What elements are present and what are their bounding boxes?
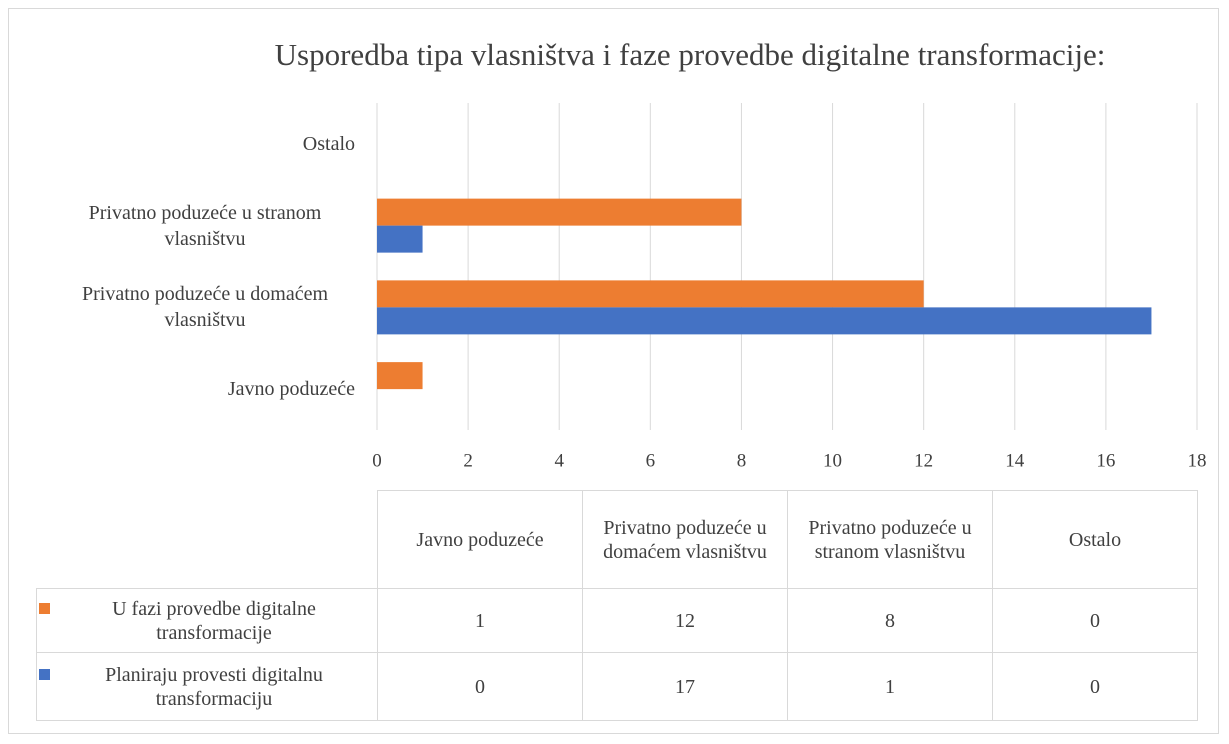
table-cell: 1: [377, 588, 583, 653]
bar: [377, 198, 742, 226]
bar: [377, 280, 924, 308]
table-value: 17: [675, 675, 695, 698]
x-tick-label: 12: [914, 450, 933, 471]
table-value: 0: [475, 675, 485, 698]
x-tick-label: 8: [737, 450, 747, 471]
y-tick-label: Privatno poduzeće u domaćem vlasništvu: [20, 267, 355, 349]
table-cell: 12: [582, 588, 788, 653]
x-tick-label: 10: [823, 450, 842, 471]
y-tick-text: Privatno poduzeće u domaćem vlasništvu: [81, 283, 329, 332]
table-value: 0: [1090, 675, 1100, 698]
table-header-cell: Privatno poduzeće u domaćem vlasništvu: [582, 490, 788, 589]
legend-label: U fazi provedbe digitalne transformacije: [112, 597, 316, 644]
table-value: 12: [675, 609, 695, 632]
table-header-cell: Ostalo: [992, 490, 1198, 589]
table-cell: 0: [992, 652, 1198, 721]
legend-key: [39, 602, 50, 614]
table-value: 1: [475, 609, 485, 632]
table-header-text: Javno poduzeće: [416, 528, 544, 551]
legend-key: [39, 668, 50, 680]
table-header-cell: Javno poduzeće: [377, 490, 583, 589]
table-legend-cell: Planiraju provesti digitalnu transformac…: [36, 652, 378, 721]
table-header-text: Ostalo: [1068, 528, 1122, 551]
x-tick-label: 2: [463, 450, 473, 471]
y-tick-label: Ostalo: [20, 103, 355, 185]
bar: [377, 307, 1152, 335]
chart-frame: [8, 8, 1219, 734]
y-tick-text: Privatno poduzeće u stranom vlasništvu: [88, 201, 322, 250]
x-tick-label: 4: [554, 450, 564, 471]
table-header-cell: Privatno poduzeće u stranom vlasništvu: [787, 490, 993, 589]
chart-title: Usporedba tipa vlasništva i faze provedb…: [275, 37, 1106, 72]
x-tick-label: 16: [1096, 450, 1115, 471]
table-header-text: Privatno poduzeće u domaćem vlasništvu: [603, 516, 767, 563]
x-tick-label: 18: [1188, 450, 1207, 471]
x-tick-label: 14: [1005, 450, 1025, 471]
table-cell: 1: [787, 652, 993, 721]
table-cell: 0: [377, 652, 583, 721]
legend-label: Planiraju provesti digitalnu transformac…: [105, 663, 323, 710]
table-value: 1: [885, 675, 895, 698]
x-tick-label: 0: [372, 450, 382, 471]
bar: [377, 362, 423, 390]
table-cell: 17: [582, 652, 788, 721]
bar: [377, 225, 423, 253]
y-tick-label: Privatno poduzeće u stranom vlasništvu: [20, 185, 355, 267]
table-header-text: Privatno poduzeće u stranom vlasništvu: [808, 516, 972, 563]
table-value: 8: [885, 609, 895, 632]
y-tick-text: Javno poduzeće: [227, 378, 355, 401]
table-value: 0: [1090, 609, 1100, 632]
table-cell: 0: [992, 588, 1198, 653]
y-tick-label: Javno poduzeće: [20, 348, 355, 430]
y-tick-text: Ostalo: [302, 132, 355, 155]
table-legend-cell: U fazi provedbe digitalne transformacije: [36, 588, 378, 653]
table-cell: 8: [787, 588, 993, 653]
x-tick-label: 6: [646, 450, 656, 471]
